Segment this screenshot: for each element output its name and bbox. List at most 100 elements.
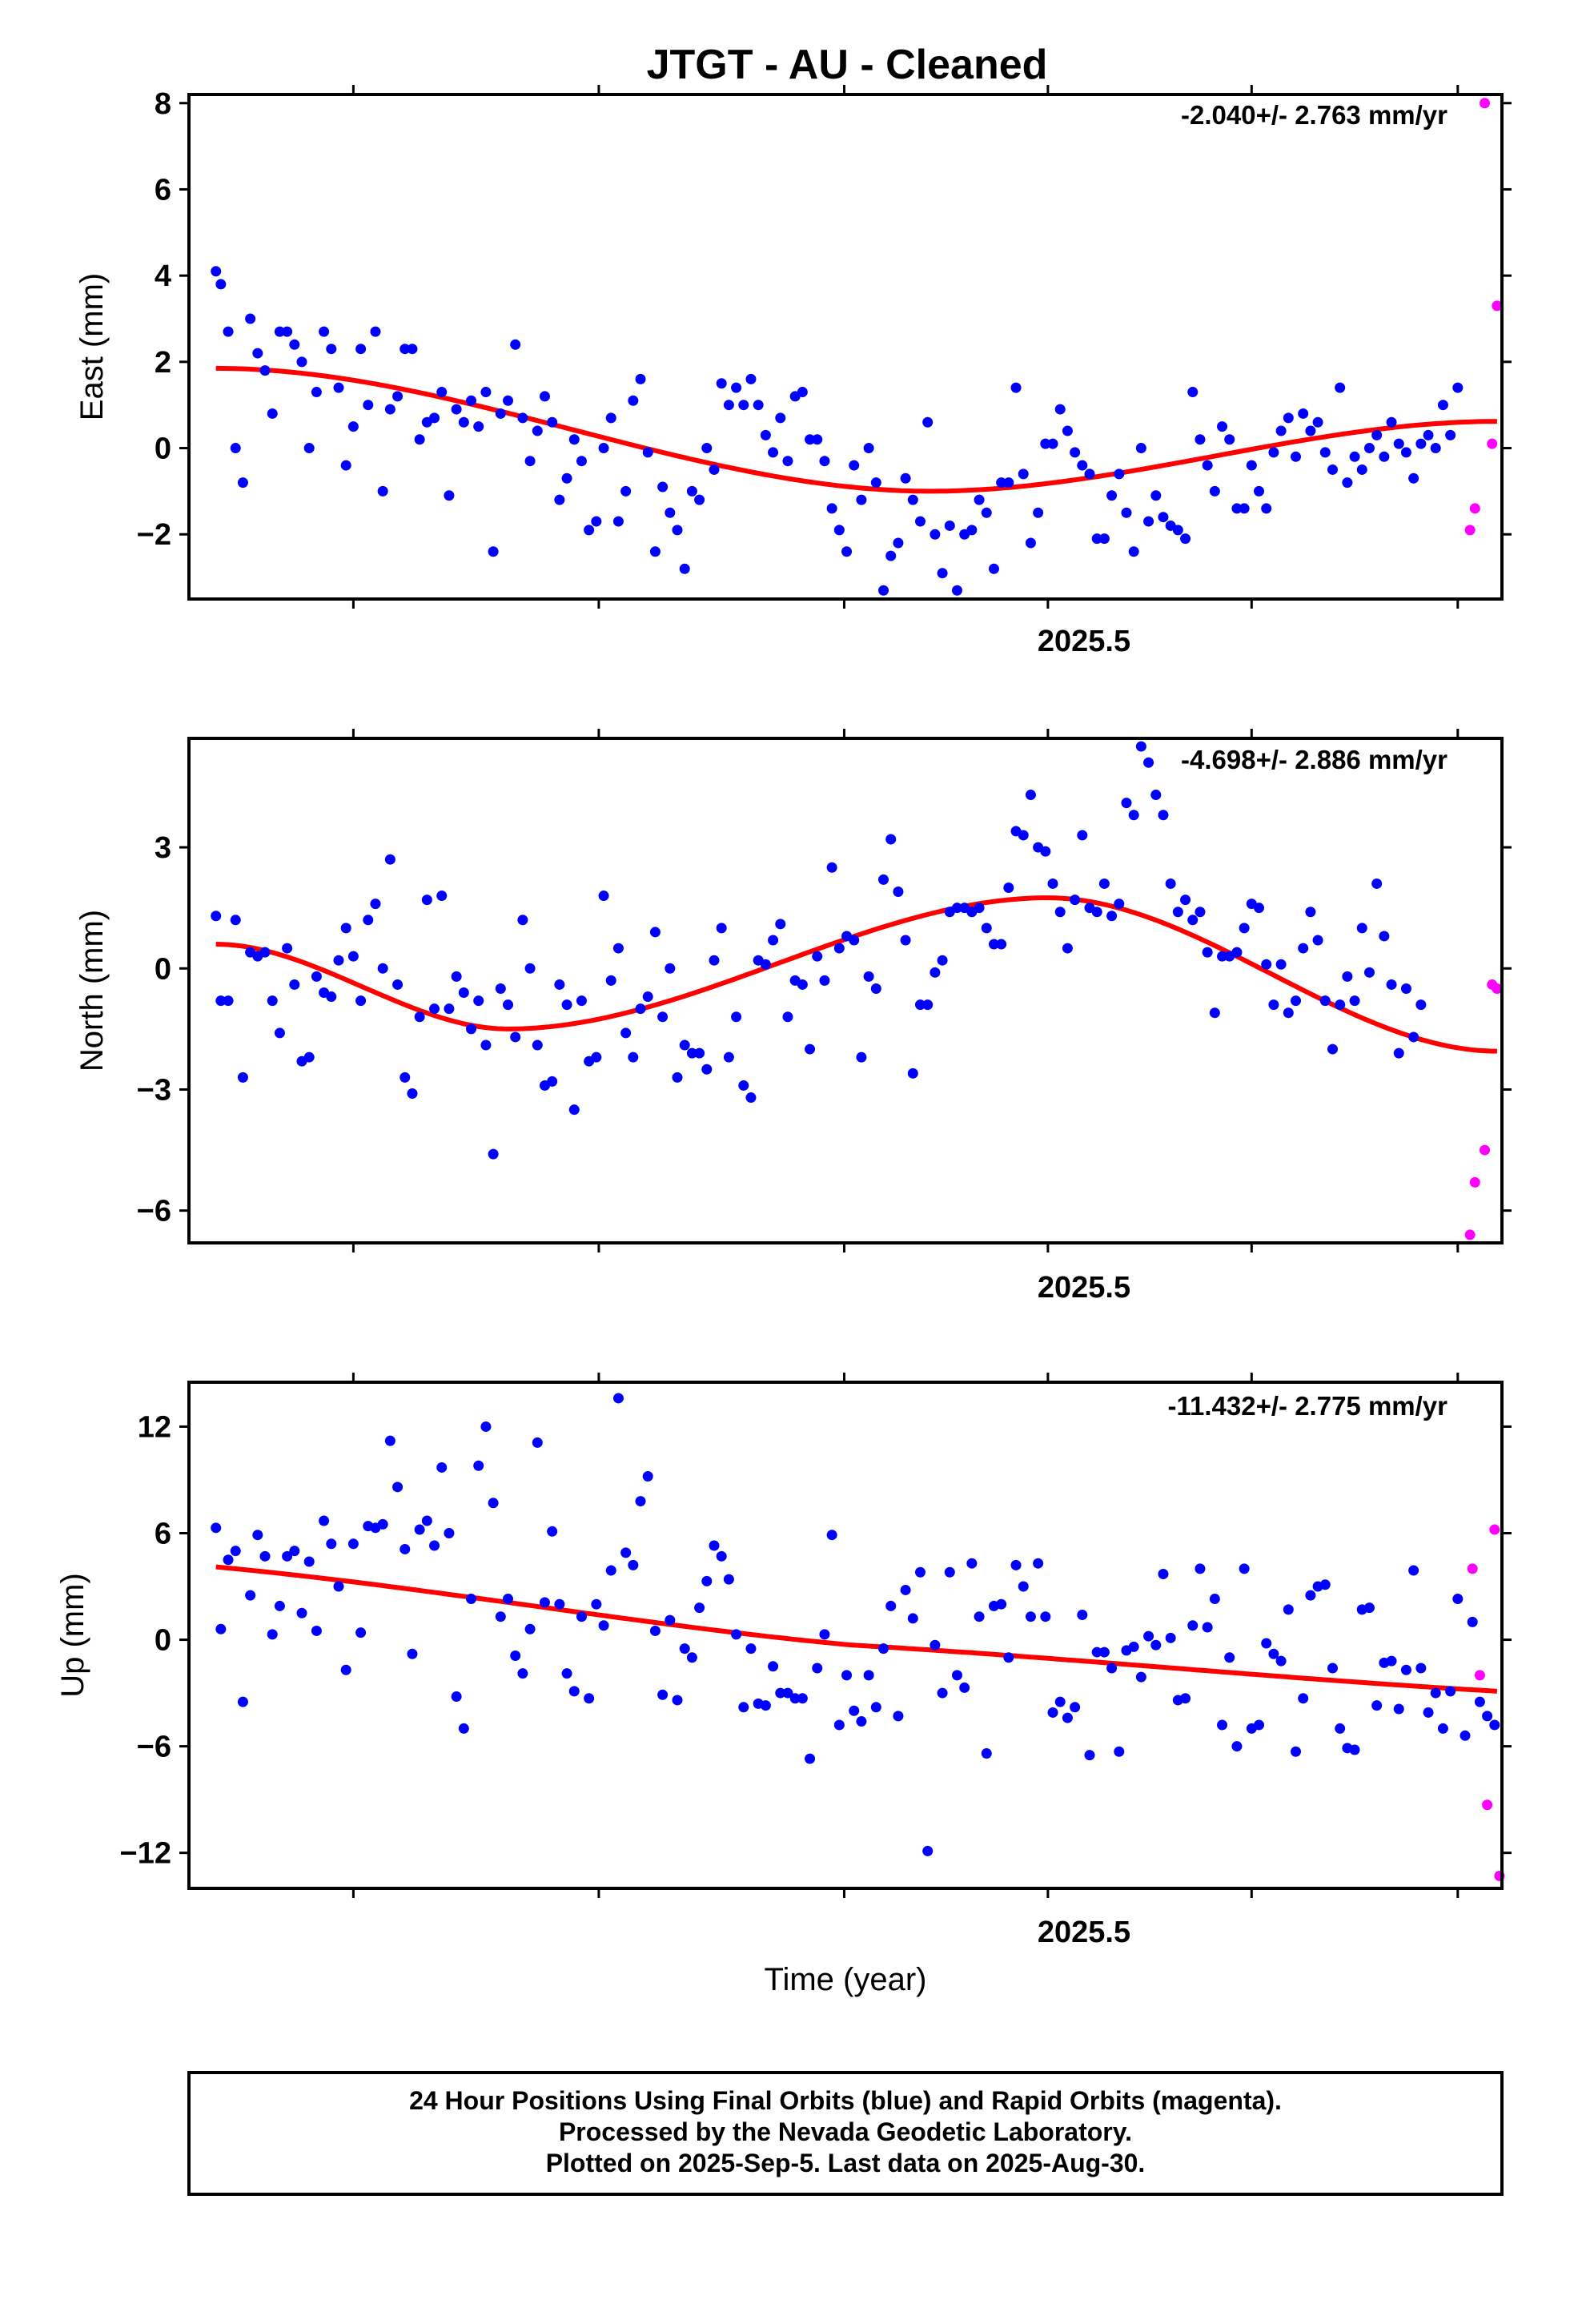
north-final-point-140 [1239, 923, 1250, 934]
up-final-point-49 [568, 1686, 580, 1697]
east-y-axis-label: East (mm) [74, 273, 110, 420]
east-final-point-122 [1106, 490, 1118, 501]
north-final-point-48 [561, 999, 572, 1011]
east-final-point-138 [1224, 434, 1235, 445]
east-final-point-134 [1195, 434, 1206, 445]
east-final-point-95 [907, 494, 918, 505]
north-final-point-46 [547, 1076, 558, 1087]
east-final-point-70 [723, 400, 734, 411]
north-y-tick-label-1: −3 [137, 1073, 171, 1107]
north-final-point-137 [1217, 951, 1228, 962]
up-final-point-20 [355, 1627, 367, 1638]
east-final-point-22 [370, 326, 381, 337]
up-final-point-71 [731, 1629, 742, 1640]
up-final-point-157 [1363, 1602, 1375, 1614]
east-final-point-66 [694, 494, 705, 505]
north-grid: −6 −3 0 3 [137, 729, 1512, 1252]
north-final-point-33 [451, 971, 462, 982]
north-final-point-150 [1312, 935, 1323, 946]
east-final-point-91 [878, 585, 889, 596]
east-final-point-41 [510, 339, 521, 350]
east-final-point-116 [1062, 425, 1073, 436]
up-final-point-102 [959, 1682, 970, 1693]
up-final-point-129 [1158, 1568, 1169, 1579]
north-final-point-120 [1091, 907, 1102, 918]
north-final-point-11 [289, 979, 300, 990]
up-final-point-127 [1143, 1630, 1154, 1642]
east-final-point-78 [782, 456, 793, 467]
up-y-tick-label-0: −12 [120, 1837, 171, 1871]
east-final-point-126 [1135, 443, 1146, 454]
north-final-point-49 [568, 1104, 580, 1116]
up-final-point-39 [495, 1611, 506, 1622]
north-final-point-69 [716, 923, 727, 934]
up-final-point-37 [480, 1421, 492, 1432]
up-rapid-point-0 [1467, 1563, 1478, 1574]
east-final-point-93 [893, 537, 904, 549]
north-final-point-0 [211, 911, 222, 922]
north-final-point-107 [996, 939, 1007, 950]
east-final-point-85 [833, 525, 845, 536]
east-final-point-18 [340, 460, 351, 471]
east-final-point-119 [1084, 468, 1095, 480]
up-final-point-133 [1187, 1620, 1199, 1631]
north-final-point-62 [665, 963, 676, 974]
east-final-point-9 [274, 326, 285, 337]
up-final-point-50 [576, 1611, 587, 1622]
up-final-point-30 [429, 1540, 440, 1551]
east-final-point-26 [400, 344, 411, 355]
east-final-point-107 [996, 477, 1007, 489]
up-final-point-143 [1261, 1638, 1272, 1649]
east-final-point-118 [1077, 460, 1088, 471]
north-rapid-point-4 [1492, 983, 1503, 994]
up-final-point-46 [547, 1526, 558, 1537]
up-final-point-116 [1062, 1712, 1073, 1723]
up-final-point-63 [672, 1695, 683, 1706]
north-final-point-132 [1180, 895, 1191, 906]
east-final-point-97 [922, 416, 934, 428]
up-final-point-155 [1349, 1744, 1360, 1755]
up-final-point-135 [1202, 1622, 1213, 1633]
east-final-point-117 [1070, 447, 1081, 458]
east-final-point-83 [819, 456, 830, 467]
north-rate-label: -4.698+/- 2.886 mm/yr [1181, 745, 1447, 774]
north-final-point-26 [400, 1072, 411, 1083]
east-final-point-50 [576, 456, 587, 467]
up-y-tick-label-4: 12 [138, 1410, 171, 1444]
up-final-point-32 [444, 1527, 455, 1538]
north-final-point-63 [672, 1072, 683, 1083]
up-final-point-166 [1430, 1687, 1441, 1699]
up-fit-curve [215, 1564, 1498, 1694]
up-final-point-16 [326, 1538, 337, 1550]
footer-line-1: 24 Hour Positions Using Final Orbits (bl… [409, 2086, 1282, 2115]
up-rapid-point-3 [1489, 1524, 1500, 1535]
north-final-point-118 [1077, 830, 1088, 841]
east-final-point-6 [252, 348, 263, 359]
north-final-point-97 [922, 999, 934, 1011]
north-final-point-34 [458, 987, 469, 999]
panel-up: −12 −6 0 6 12 Up (mm) -11.432+/- 2.775 mm/yr… [55, 1373, 1512, 1949]
up-final-point-47 [554, 1598, 565, 1610]
up-final-point-14 [311, 1625, 322, 1636]
east-final-point-148 [1298, 408, 1309, 419]
east-final-point-75 [760, 429, 771, 440]
up-final-point-29 [421, 1515, 432, 1526]
north-final-point-41 [510, 1031, 521, 1043]
north-final-point-143 [1261, 959, 1272, 970]
up-final-point-26 [400, 1543, 411, 1554]
east-final-point-73 [745, 373, 757, 384]
up-final-point-27 [407, 1648, 418, 1659]
east-y-tick-label-5: 8 [155, 87, 171, 121]
north-final-point-23 [377, 963, 388, 974]
up-final-point-120 [1091, 1647, 1102, 1658]
north-final-point-66 [694, 1047, 705, 1059]
north-final-point-17 [333, 955, 344, 966]
north-final-point-126 [1135, 741, 1146, 752]
east-final-point-108 [1003, 477, 1014, 489]
east-final-point-133 [1187, 387, 1199, 398]
north-final-point-14 [311, 971, 322, 982]
up-final-point-95 [907, 1613, 918, 1624]
north-final-point-50 [576, 995, 587, 1007]
east-final-point-92 [885, 550, 897, 561]
east-final-point-104 [974, 494, 985, 505]
